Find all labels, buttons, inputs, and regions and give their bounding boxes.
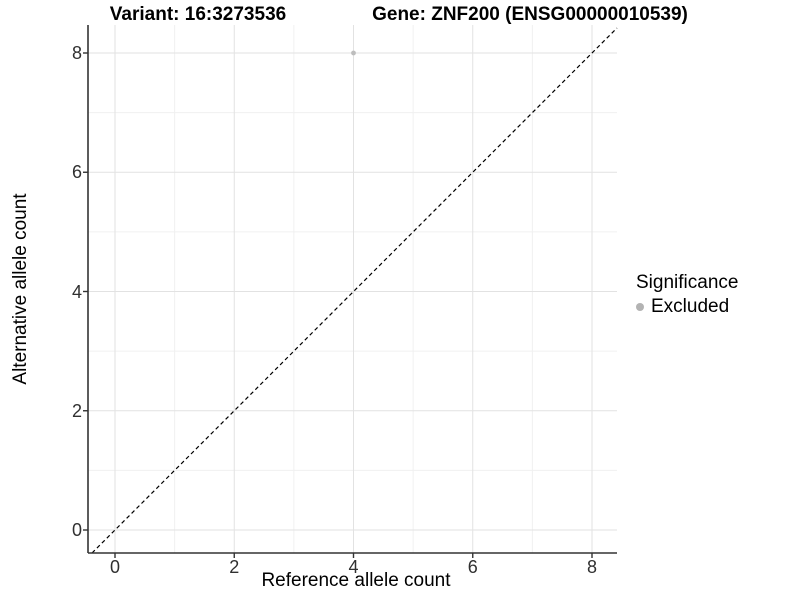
data-point <box>351 50 356 56</box>
y-axis-title: Alternative allele count <box>10 193 31 385</box>
x-axis-title: Reference allele count <box>261 570 451 591</box>
y-tick-label: 2 <box>71 400 82 421</box>
y-tick-label: 8 <box>71 43 82 63</box>
legend-item-label: Excluded <box>651 296 730 317</box>
legend: Significance Excluded <box>636 272 738 318</box>
excluded-point-icon <box>636 303 644 311</box>
identity-dashed-line <box>91 27 618 554</box>
variant-title: Variant: 16:3273536 <box>109 4 287 25</box>
y-tick-label: 6 <box>71 162 82 183</box>
y-tick-label: 0 <box>71 520 82 540</box>
x-tick-label: 0 <box>109 557 120 577</box>
gene-title: Gene: ZNF200 (ENSG00000010539) <box>372 4 688 25</box>
legend-item-excluded: Excluded <box>636 296 738 318</box>
x-tick-label: 6 <box>467 557 478 577</box>
y-tick-label: 4 <box>71 281 82 302</box>
x-tick-label: 2 <box>229 557 240 577</box>
x-tick-label: 8 <box>586 557 597 577</box>
x-tick-label: 4 <box>348 557 359 577</box>
legend-title: Significance <box>636 272 739 293</box>
